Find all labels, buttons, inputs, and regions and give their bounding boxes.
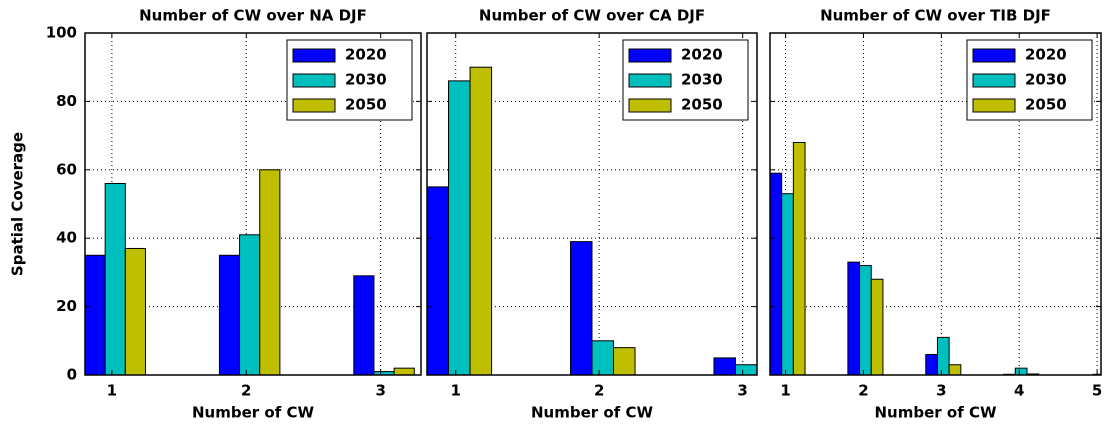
bar <box>427 186 450 375</box>
bar <box>713 357 736 375</box>
chart-title: Number of CW over NA DJF <box>139 7 367 25</box>
bar <box>85 254 106 375</box>
legend-swatch <box>628 98 672 113</box>
bar <box>859 265 872 375</box>
legend-label: 2050 <box>345 96 387 114</box>
legend-label: 2020 <box>345 46 387 64</box>
x-tick-label: 1 <box>780 382 790 400</box>
legend-swatch <box>972 98 1016 113</box>
x-tick-label: 3 <box>737 382 747 400</box>
legend-swatch <box>972 48 1016 63</box>
bar <box>259 169 281 375</box>
x-tick-label: 5 <box>1092 382 1102 400</box>
legend-label: 2020 <box>1025 46 1067 64</box>
bar <box>948 364 962 375</box>
bar <box>353 275 375 375</box>
legend-label: 2030 <box>1025 71 1067 89</box>
y-tick-label: 40 <box>56 229 77 247</box>
bar <box>734 364 757 375</box>
bar <box>469 66 493 375</box>
x-tick-label: 4 <box>1014 382 1024 400</box>
bar <box>124 247 146 375</box>
x-tick-label: 1 <box>107 382 117 400</box>
y-tick-label: 60 <box>56 160 77 178</box>
bar <box>792 141 806 375</box>
legend-label: 2050 <box>1025 96 1067 114</box>
axes-frame <box>769 32 1102 376</box>
chart-title: Number of CW over TIB DJF <box>820 7 1051 25</box>
bar <box>104 182 126 375</box>
bar <box>218 254 241 375</box>
bar <box>770 172 783 375</box>
y-tick-label: 20 <box>56 297 77 315</box>
bar <box>847 261 861 375</box>
x-axis-label: Number of CW <box>531 404 653 422</box>
bar <box>591 340 615 375</box>
legend-label: 2030 <box>681 71 723 89</box>
legend-swatch <box>628 48 672 63</box>
bar <box>448 80 471 375</box>
legend-label: 2030 <box>345 71 387 89</box>
x-tick-label: 2 <box>241 382 251 400</box>
plot-area <box>427 33 757 375</box>
legend-swatch <box>628 73 672 88</box>
bar <box>781 193 794 375</box>
x-axis-label: Number of CW <box>875 404 997 422</box>
axes-frame <box>84 32 422 376</box>
bar <box>870 278 884 375</box>
legend-label: 2020 <box>681 46 723 64</box>
x-tick-label: 2 <box>858 382 868 400</box>
axes-frame <box>426 32 758 376</box>
y-tick-label: 80 <box>56 92 77 110</box>
legend-swatch <box>972 73 1016 88</box>
legend-label: 2050 <box>681 96 723 114</box>
legend-swatch <box>292 48 336 63</box>
bar <box>393 367 415 375</box>
chart-title: Number of CW over CA DJF <box>479 7 705 25</box>
bar <box>613 347 636 375</box>
y-axis-label: Spatial Coverage <box>9 132 27 276</box>
x-tick-label: 2 <box>594 382 604 400</box>
x-axis-label: Number of CW <box>192 404 314 422</box>
bar <box>936 336 950 375</box>
x-tick-label: 3 <box>375 382 385 400</box>
legend-swatch <box>292 73 336 88</box>
bar <box>925 353 938 375</box>
y-tick-label: 100 <box>46 24 77 42</box>
plot-area <box>85 33 421 375</box>
bar <box>239 234 261 375</box>
x-tick-label: 3 <box>936 382 946 400</box>
bar <box>569 241 593 375</box>
y-tick-label: 0 <box>67 366 77 384</box>
legend-swatch <box>292 98 336 113</box>
x-tick-label: 1 <box>450 382 460 400</box>
bar <box>1014 367 1028 375</box>
